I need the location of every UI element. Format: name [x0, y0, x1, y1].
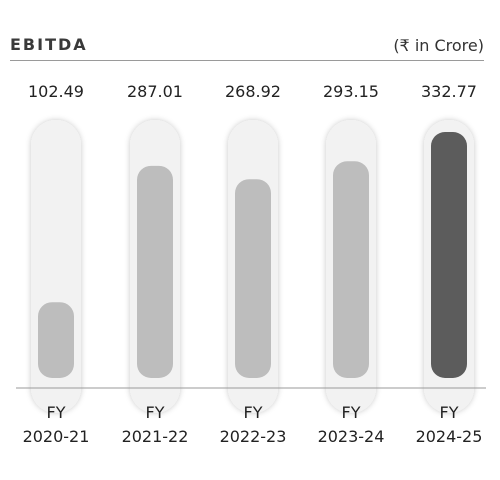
category-label: FY 2022-23 [220, 403, 287, 446]
unit-label: (₹ in Crore) [393, 36, 484, 55]
category-label: FY 2023-24 [318, 403, 385, 446]
category-label: FY 2020-21 [23, 403, 90, 446]
bar-2024-25 [431, 132, 467, 378]
value-label: 102.49 [28, 82, 84, 101]
bar-2023-24 [333, 161, 369, 378]
value-label: 332.77 [421, 82, 477, 101]
bar-2020-21 [38, 302, 74, 378]
category-label: FY 2021-22 [122, 403, 189, 446]
bar-2022-23 [235, 179, 271, 378]
bar-2021-22 [137, 165, 173, 378]
title-divider [10, 60, 484, 61]
value-label: 293.15 [323, 82, 379, 101]
category-label: FY 2024-25 [416, 403, 483, 446]
chart-title: EBITDA [10, 35, 88, 54]
value-label: 268.92 [225, 82, 281, 101]
value-label: 287.01 [127, 82, 183, 101]
